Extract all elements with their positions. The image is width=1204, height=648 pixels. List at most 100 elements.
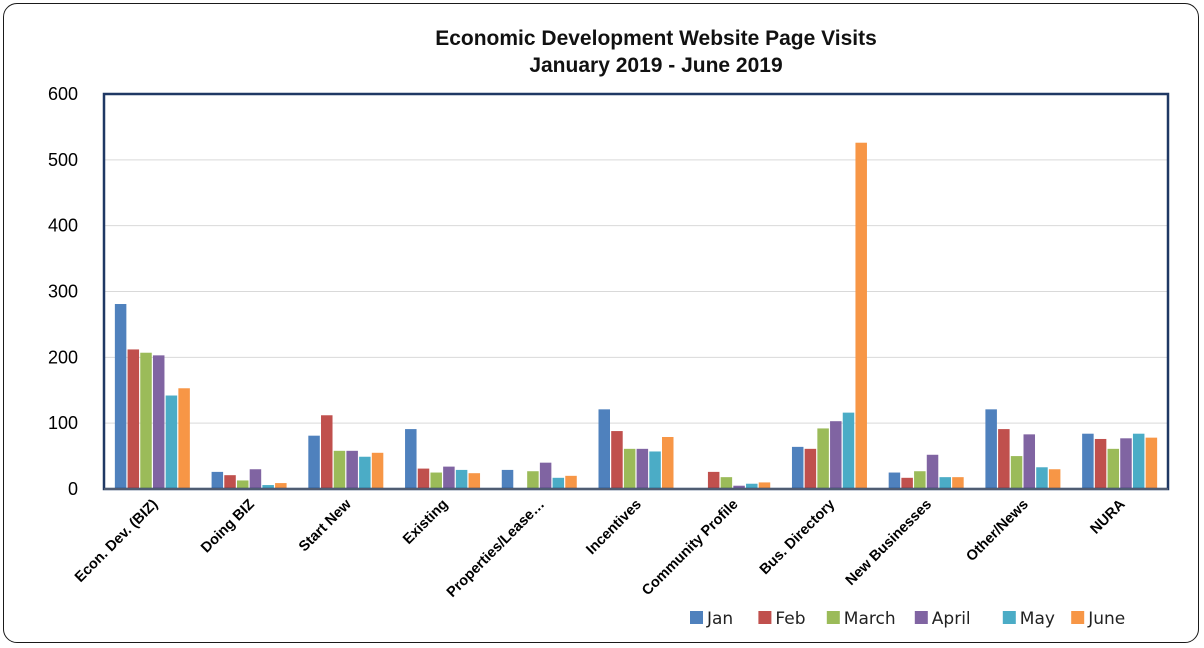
bar-may-4 [552,477,565,489]
bar-march-4 [527,471,539,489]
bar-march-6 [720,477,733,489]
legend-swatch-april [914,611,928,624]
bar-may-10 [1132,433,1145,489]
bar-june-5 [662,436,674,489]
bar-june-10 [1145,437,1158,489]
x-tick-label: Properties/Lease… [444,497,548,601]
x-tick-label: Bus. Directory [757,497,838,578]
bar-march-1 [236,480,249,489]
x-tick-label: Existing [400,497,451,548]
bar-march-5 [623,448,636,489]
bar-april-10 [1120,438,1132,489]
bar-feb-8 [901,477,913,489]
bar-march-10 [1107,448,1120,489]
legend-label-june: June [1087,609,1125,629]
bars [114,142,1158,489]
bar-may-6 [746,483,758,489]
x-tick-label: New Businesses [843,497,935,589]
bar-jan-0 [114,304,127,489]
chart-title: Economic Development Website Page Visits [435,27,877,50]
bar-may-9 [1036,467,1048,489]
bar-april-4 [539,462,552,489]
bar-june-0 [178,388,190,489]
x-tick-label: Start New [296,496,355,555]
bar-jan-10 [1082,433,1094,489]
gridlines [104,159,1168,424]
bar-may-2 [359,456,371,489]
x-tick-label: Other/News [963,497,1031,565]
bar-jan-5 [598,409,610,489]
bar-march-0 [140,352,152,489]
bar-march-8 [914,471,926,489]
bar-june-2 [371,452,384,489]
bar-april-1 [249,469,262,489]
legend-swatch-june [1071,611,1085,624]
legend-swatch-feb [758,611,772,624]
bar-may-3 [455,469,468,489]
bar-jan-3 [405,429,417,489]
bar-feb-2 [321,415,333,489]
legend-label-april: April [932,609,971,629]
bar-june-1 [275,483,287,489]
bar-april-3 [443,466,455,489]
bar-jan-9 [985,409,997,489]
bar-feb-10 [1094,438,1107,489]
x-axis-tick-labels: Econ. Dev. (BIZ) Doing BIZ Start New Existi… [72,496,1129,601]
bar-may-8 [939,477,951,489]
bar-march-9 [1010,456,1023,489]
legend-label-feb: Feb [775,609,805,629]
bar-april-9 [1023,434,1036,489]
bar-june-6 [758,482,771,489]
bar-march-2 [333,450,346,489]
x-tick-label: NURA [1088,496,1129,537]
legend-swatch-jan [690,611,703,624]
bar-jan-1 [211,471,224,489]
x-tick-label: Econ. Dev. (BIZ) [72,496,161,585]
bar-april-2 [346,450,358,489]
y-tick-label: 600 [48,84,78,104]
legend-swatch-march [826,611,840,624]
bar-jan-4 [501,469,514,489]
bar-june-9 [1048,469,1061,489]
bar-feb-3 [417,468,430,489]
bar-jan-2 [308,435,320,489]
x-tick-label: Community Profile [639,497,741,599]
bar-may-0 [165,395,178,489]
bar-june-3 [468,473,481,489]
legend-label-march: March [844,609,896,629]
y-tick-label: 300 [48,282,78,302]
y-tick-label: 0 [68,479,78,499]
bar-feb-1 [224,475,236,489]
chart-title-group: Economic Development Website Page Visits… [435,27,877,77]
bar-april-5 [636,448,649,489]
bar-april-8 [926,454,939,489]
legend-label-may: May [1020,609,1055,629]
bar-feb-9 [998,429,1010,489]
legend: Jan Feb March April May June [690,609,1125,629]
y-tick-label: 400 [48,216,78,236]
legend-swatch-may [1002,611,1016,624]
chart-frame [3,3,1199,643]
bar-feb-0 [127,349,140,489]
bar-april-6 [733,485,745,489]
y-tick-label: 500 [48,150,78,170]
bar-march-7 [817,428,829,489]
bar-june-8 [952,477,964,489]
bar-june-4 [565,475,577,489]
x-tick-label: Incentives [583,497,644,558]
bar-jan-7 [791,446,804,489]
chart-subtitle: January 2019 - June 2019 [529,54,782,77]
bar-may-1 [262,485,274,489]
bar-april-0 [152,355,165,489]
legend-label-jan: Jan [706,609,733,629]
bar-feb-5 [611,431,623,489]
bar-march-3 [430,472,442,489]
bar-may-7 [842,412,855,489]
y-tick-label: 200 [48,347,78,367]
x-tick-label: Doing BIZ [198,496,258,556]
bar-feb-7 [804,448,817,489]
bar-feb-6 [707,471,720,489]
bar-jan-8 [888,472,901,489]
y-tick-label: 100 [48,413,78,433]
